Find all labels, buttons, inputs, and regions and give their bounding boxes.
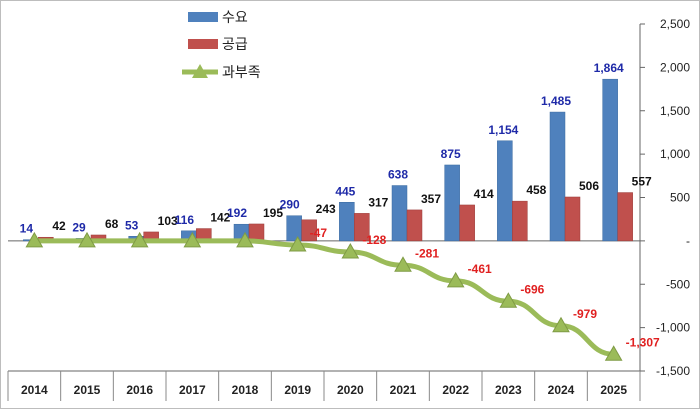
supply-data-label: 195: [263, 206, 283, 220]
supply-data-label: 103: [158, 214, 178, 228]
y-tick-label: 1,500: [660, 104, 690, 118]
demand-bar: [549, 111, 566, 242]
y-tick-label: -1,000: [656, 321, 690, 335]
supply-data-label: 458: [526, 183, 546, 197]
shortage-marker: [604, 345, 623, 361]
legend-swatch-supply: [188, 39, 218, 49]
x-tick-label: 2014: [21, 383, 48, 397]
supply-data-label: 42: [52, 219, 66, 233]
supply-data-label: 506: [579, 179, 599, 193]
x-tick-label: 2023: [495, 383, 522, 397]
y-tick-label: -: [686, 234, 690, 248]
x-tick-label: 2020: [337, 383, 364, 397]
shortage-data-label: -1,307: [626, 335, 660, 349]
y-tick-label: 2,000: [660, 60, 690, 74]
y-tick-label: 500: [670, 191, 690, 205]
x-tick-label: 2022: [442, 383, 469, 397]
supply-bar: [354, 213, 370, 242]
shortage-data-label: -461: [468, 262, 492, 276]
demand-bar: [497, 140, 513, 242]
demand-data-label: 1,154: [488, 123, 518, 137]
x-tick-label: 2017: [179, 383, 206, 397]
shortage-marker: [288, 235, 307, 252]
x-tick-label: 2019: [284, 383, 311, 397]
supply-bar: [564, 196, 581, 242]
supply-data-label: 142: [210, 211, 230, 225]
legend-label-supply: 공급: [222, 36, 248, 52]
supply-bar: [617, 192, 633, 242]
demand-data-label: 1,485: [541, 94, 571, 108]
demand-data-label: 638: [388, 168, 408, 182]
x-tick-label: 2016: [126, 383, 153, 397]
demand-bar: [391, 185, 408, 242]
x-tick-label: 2024: [548, 383, 575, 397]
shortage-marker: [499, 292, 518, 308]
demand-bar: [602, 78, 618, 242]
shortage-data-label: -47: [310, 226, 328, 240]
demand-data-label: 29: [72, 220, 86, 234]
x-tick-label: 2025: [600, 383, 627, 397]
legend-marker-shortage: [192, 64, 208, 78]
supply-data-label: 557: [632, 175, 652, 189]
demand-data-label: 14: [20, 222, 34, 236]
demand-data-label: 445: [335, 184, 355, 198]
supply-data-label: 357: [421, 192, 441, 206]
demand-data-label: 192: [227, 206, 247, 220]
legend-label-shortage: 과부족: [222, 64, 261, 80]
shortage-marker: [183, 231, 202, 248]
x-tick-label: 2015: [74, 383, 101, 397]
supply-data-label: 414: [474, 187, 494, 201]
supply-data-label: 68: [105, 217, 119, 231]
shortage-marker: [552, 316, 570, 333]
x-tick-label: 2018: [232, 383, 259, 397]
shortage-data-label: -979: [573, 307, 597, 321]
shortage-data-label: -128: [362, 233, 386, 247]
y-tick-label: -1,500: [656, 364, 690, 378]
y-tick-label: 1,000: [660, 147, 690, 161]
demand-bar: [444, 164, 460, 242]
supply-data-label: 243: [316, 202, 336, 216]
shortage-marker: [78, 231, 96, 248]
shortage-marker: [394, 256, 412, 272]
demand-data-label: 875: [441, 147, 461, 161]
shortage-marker: [25, 231, 44, 248]
supply-bar: [248, 223, 265, 242]
shortage-marker: [236, 231, 254, 248]
supply-data-label: 317: [368, 195, 388, 209]
demand-data-label: 1,864: [594, 61, 624, 75]
shortage-marker: [341, 242, 360, 259]
legend-label-demand: 수요: [222, 9, 248, 25]
demand-data-label: 116: [175, 213, 195, 227]
demand-bar: [339, 202, 355, 242]
shortage-data-label: -281: [415, 246, 439, 260]
supply-bar: [512, 200, 528, 242]
demand-bar: [286, 215, 302, 242]
demand-data-label: 290: [280, 198, 300, 212]
supply-bar: [301, 219, 317, 242]
x-tick-label: 2021: [390, 383, 417, 397]
y-tick-label: 2,500: [660, 17, 690, 31]
shortage-data-label: -696: [520, 282, 544, 296]
shortage-line: [31, 238, 617, 357]
shortage-marker: [446, 271, 465, 288]
y-tick-label: -500: [666, 277, 690, 291]
demand-data-label: 53: [125, 218, 139, 232]
legend-swatch-demand: [188, 12, 218, 22]
supply-bar: [406, 209, 423, 242]
supply-bar: [459, 204, 475, 242]
shortage-marker: [130, 231, 149, 248]
